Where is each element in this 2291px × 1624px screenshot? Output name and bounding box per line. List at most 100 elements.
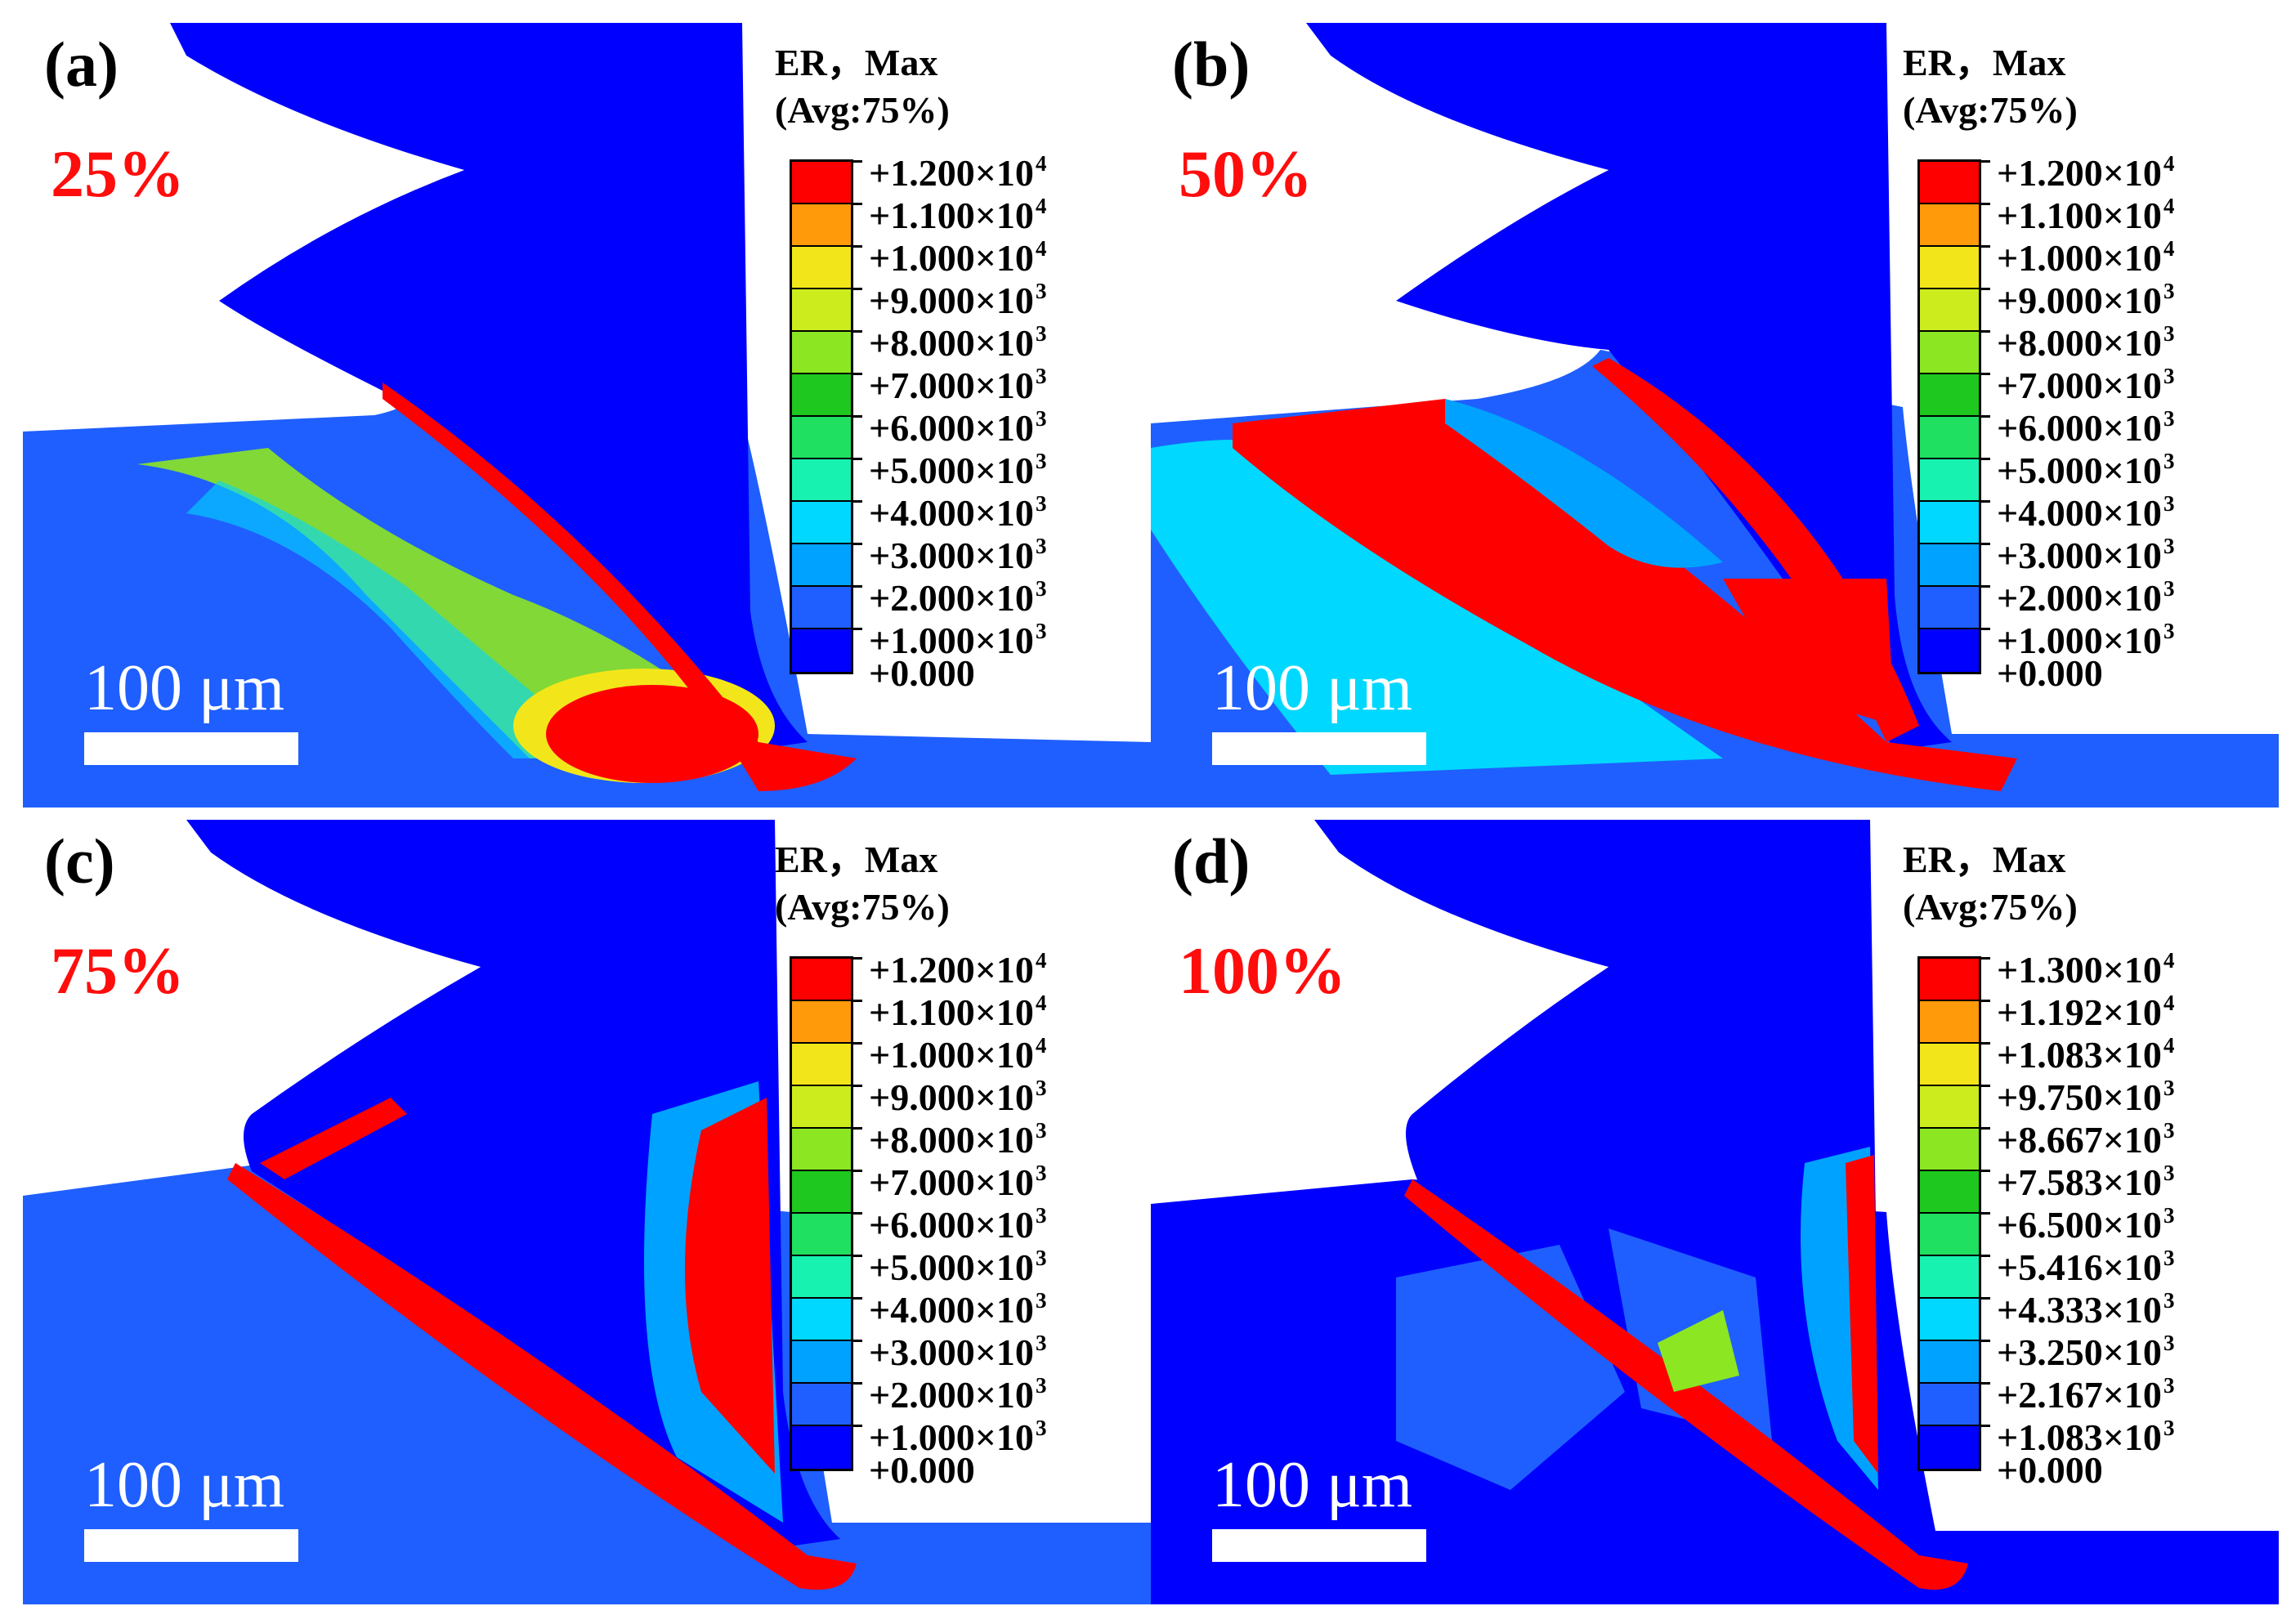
colorbar-swatch: [792, 1255, 862, 1299]
tick-value: +3.000×10: [1997, 535, 2162, 576]
colorbar-swatch: [792, 1042, 862, 1086]
colorbar-tick-label: +3.000×103: [1997, 524, 2174, 576]
tick-exponent: 3: [1035, 576, 1047, 601]
colorbar-tick-label: +8.000×103: [1997, 311, 2174, 364]
tick-exponent: 3: [2163, 1076, 2175, 1100]
colorbar-tick-label: +1.000×104: [1997, 226, 2175, 279]
panel-label: (c): [44, 825, 115, 897]
tick-value: +4.333×10: [1997, 1289, 2162, 1331]
colorbar-swatch: [1920, 458, 1990, 502]
colorbar-swatch: [1920, 1085, 1990, 1129]
colorbar-tick-label: +5.000×103: [1997, 439, 2174, 491]
colorbar-tick-label: +4.333×103: [1997, 1278, 2175, 1331]
tick-value: +6.000×10: [869, 1204, 1034, 1246]
tick-value: +8.000×10: [1997, 322, 2162, 364]
colorbar-legend: ER，Max (Avg:75%) +1.200×104 +1.100×104 +1.…: [775, 39, 1151, 697]
shear-band: [383, 383, 857, 791]
colorbar-tick-label: +7.000×103: [869, 1151, 1046, 1203]
scale-bar: 100 μm: [1212, 655, 1426, 765]
colorbar-tick-label: +9.000×103: [1997, 269, 2174, 321]
cyan-zone: [1151, 440, 1723, 775]
tick-exponent: 3: [2163, 406, 2175, 431]
panel-b: (b) 50% 100 μm ER，Max (Avg:75%) +1.200×1…: [1151, 23, 2279, 808]
colorbar-tick-label: +6.500×103: [1997, 1193, 2175, 1246]
legend-body: +1.200×104 +1.100×104 +1.000×104 +9.000×103…: [775, 938, 1151, 1494]
tick-exponent: 4: [1035, 948, 1047, 973]
tick-value: +1.000×10: [1997, 237, 2162, 279]
tick-exponent: 4: [1035, 991, 1047, 1015]
colorbar-swatch: [1920, 1042, 1990, 1086]
tick-value: +0.000: [1997, 1449, 2103, 1491]
colorbar-tick-label: +1.100×104: [869, 184, 1047, 236]
tick-value: +9.000×10: [1997, 280, 2162, 321]
colorbar-tick-label: +1.083×103: [1997, 1406, 2175, 1458]
tick-exponent: 3: [2163, 1416, 2175, 1440]
tick-exponent: 3: [2163, 1288, 2175, 1313]
tick-exponent: 3: [1035, 406, 1047, 431]
colorbar-tick-label: +5.000×103: [869, 1236, 1046, 1288]
scale-bar-line: [84, 732, 298, 765]
colorbar: [790, 159, 862, 674]
colorbar-swatch: [792, 1127, 862, 1171]
tick-value: +8.000×10: [869, 1119, 1034, 1161]
colorbar: [1917, 956, 1990, 1471]
colorbar-tick-label: +1.300×104: [1997, 938, 2174, 991]
colorbar-swatch: [792, 330, 862, 374]
legend-title: ER，Max: [775, 839, 938, 880]
tick-value: +2.000×10: [869, 1374, 1034, 1416]
tick-exponent: 3: [1035, 1416, 1047, 1440]
colorbar-legend: ER，Max (Avg:75%) +1.200×104 +1.100×104 +1.…: [775, 836, 1151, 1494]
colorbar-swatch: [1920, 373, 1990, 417]
tick-value: +1.300×10: [1997, 949, 2162, 991]
tick-value: +3.000×10: [869, 1331, 1034, 1373]
colorbar-swatch: [1920, 160, 1990, 204]
colorbar-swatch: [792, 373, 862, 417]
tool-rake-notch: [1363, 918, 1609, 1114]
colorbar-tick-label: +5.416×103: [1997, 1236, 2174, 1288]
colorbar-swatch: [1920, 1382, 1990, 1426]
tick-value: +1.000×10: [869, 620, 1034, 661]
tick-value: +7.000×10: [1997, 365, 2162, 406]
contour-plot-d: [1151, 820, 2279, 1604]
tick-value: +5.000×10: [1997, 450, 2162, 491]
legend-subtitle: (Avg:75%): [1903, 88, 2078, 131]
tick-exponent: 4: [1035, 151, 1047, 176]
colorbar-swatch: [792, 1212, 862, 1256]
colorbar-swatch: [1920, 1297, 1990, 1341]
colorbar-tick-label: +1.200×104: [869, 938, 1047, 991]
scale-bar-label: 100 μm: [1212, 652, 1413, 724]
tick-exponent: 3: [1035, 1203, 1047, 1228]
colorbar-swatch: [1920, 500, 1990, 544]
panel-c: (c) 75% 100 μm ER，Max (Avg:75%) +1.200×1…: [23, 820, 1151, 1604]
tick-exponent: 3: [2163, 1203, 2175, 1228]
tick-exponent: 3: [2163, 1331, 2175, 1355]
tick-value: +1.100×10: [869, 195, 1034, 236]
scale-bar-line: [84, 1529, 298, 1562]
colorbar-tick-label: +6.000×103: [869, 396, 1047, 449]
legend-body: +1.300×104 +1.192×104 +1.083×104 +9.750×103…: [1903, 938, 2279, 1494]
colorbar-tick-label: +4.000×103: [1997, 481, 2174, 534]
colorbar-tick-label: +8.667×103: [1997, 1108, 2174, 1161]
tick-value: +5.000×10: [869, 1246, 1034, 1288]
tick-exponent: 4: [2163, 991, 2175, 1015]
colorbar-swatch: [1920, 415, 1990, 459]
colorbar-tick-label: +1.000×103: [869, 1406, 1047, 1458]
tick-value: +4.000×10: [869, 1289, 1034, 1331]
tick-value: +4.000×10: [869, 492, 1034, 534]
tick-exponent: 4: [1035, 194, 1047, 218]
percent-label: 50%: [1179, 136, 1313, 211]
colorbar-swatch: [792, 1170, 862, 1214]
tick-value: +1.100×10: [1997, 195, 2162, 236]
tick-exponent: 4: [2163, 236, 2175, 261]
colorbar-tick-label: +8.000×103: [869, 311, 1046, 364]
colorbar-tick-label: +1.000×103: [1997, 609, 2174, 661]
tick-value: +7.000×10: [869, 365, 1034, 406]
legend-title: ER，Max: [775, 42, 938, 83]
scale-bar: 100 μm: [1212, 1452, 1426, 1562]
colorbar-tick-label: +6.000×103: [869, 1193, 1047, 1246]
tick-exponent: 3: [1035, 449, 1047, 473]
tick-value: +0.000: [869, 1449, 975, 1491]
tick-value: +0.000: [869, 652, 975, 694]
tick-value: +0.000: [1997, 652, 2103, 694]
tick-exponent: 4: [2163, 194, 2175, 218]
